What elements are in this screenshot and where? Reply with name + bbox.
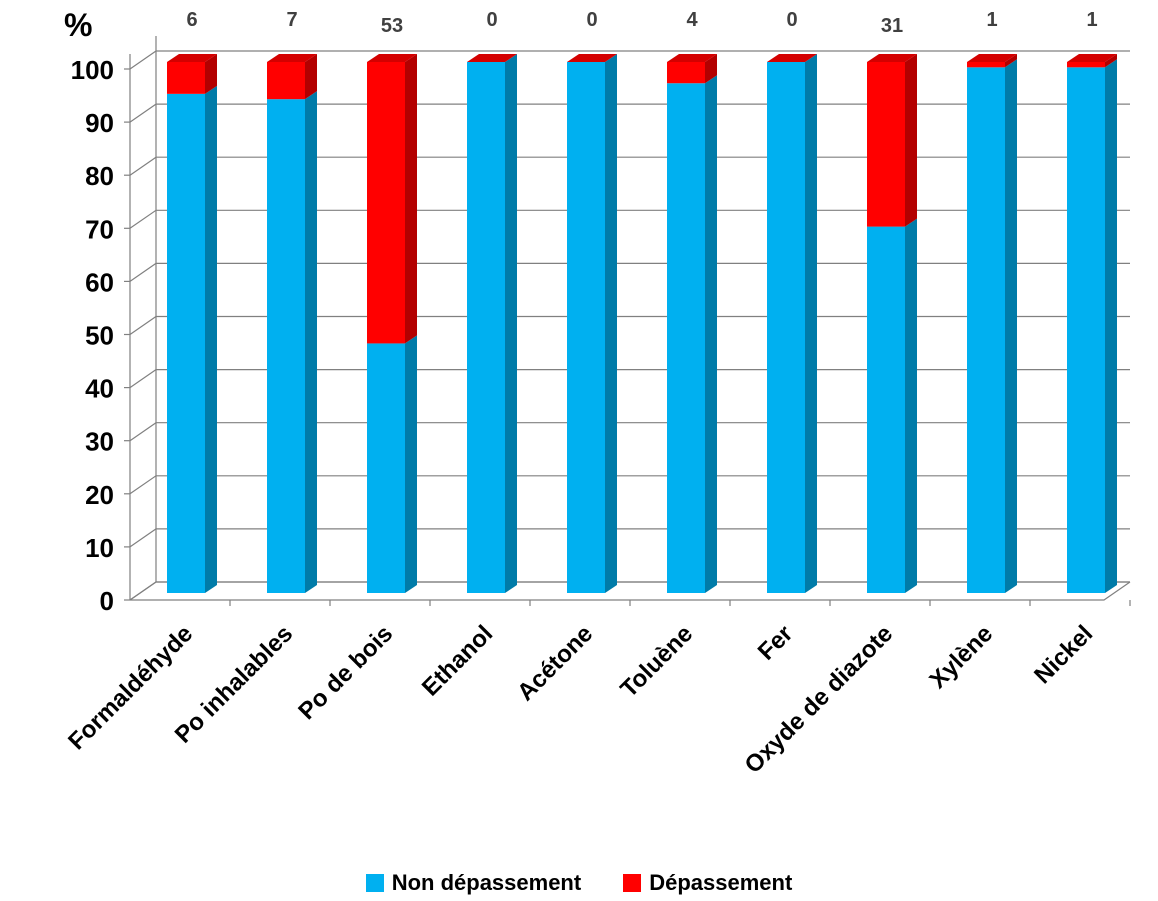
- bar-group: [567, 54, 617, 593]
- bar-group: [767, 54, 817, 593]
- top-value-label: 4: [686, 9, 698, 31]
- bar-top-cap: [167, 54, 217, 62]
- bar-segment-side: [1105, 54, 1117, 68]
- bar-segment-front: [967, 62, 1005, 68]
- bar-segment-front: [567, 62, 605, 593]
- bar-group: [167, 54, 217, 594]
- y-tick-label: 50: [85, 321, 114, 351]
- bar-segment-front: [967, 67, 1005, 593]
- x-tick-label: Po de bois: [293, 620, 398, 725]
- legend-item-depassement: Dépassement: [623, 870, 792, 896]
- bar-top-cap: [867, 54, 917, 62]
- legend-swatch-depassement: [623, 874, 642, 892]
- bar-segment-side: [1005, 54, 1017, 68]
- bar-group: [867, 54, 917, 594]
- bar-segment-side: [405, 54, 417, 344]
- bar-top-cap: [367, 54, 417, 62]
- top-labels: 6 7 53 0 0 4 0 31 1 1: [186, 9, 1097, 37]
- top-value-label: 0: [586, 9, 597, 31]
- bar-group: [267, 54, 317, 594]
- top-value-label: 1: [1086, 9, 1097, 31]
- bars: [167, 54, 1117, 594]
- bar-top-cap: [967, 54, 1017, 62]
- top-value-label: 31: [881, 15, 903, 37]
- bar-segment-side: [905, 54, 917, 227]
- top-value-label: 1: [986, 9, 997, 31]
- x-tick-label: Acétone: [512, 620, 598, 706]
- y-tick-label: 90: [85, 108, 114, 138]
- x-tick-label: Nickel: [1029, 620, 1098, 689]
- bar-top-cap: [567, 54, 617, 62]
- bar-segment-front: [367, 62, 405, 344]
- y-tick-label: 10: [85, 533, 114, 563]
- top-value-label: 0: [486, 9, 497, 31]
- y-axis-ticks: 0 10 20 30 40 50 60 70 80 90 100: [71, 55, 114, 616]
- y-tick-label: 80: [85, 161, 114, 191]
- bar-segment-side: [205, 54, 217, 94]
- bar-segment-front: [167, 93, 205, 594]
- bar-segment-front: [467, 62, 505, 593]
- y-tick-label: 0: [100, 586, 114, 616]
- bar-segment-side: [1005, 59, 1017, 594]
- bar-segment-side: [705, 75, 717, 594]
- x-tick-label: Xylène: [924, 620, 998, 694]
- y-tick-label: 40: [85, 374, 114, 404]
- y-axis-unit-label: %: [64, 7, 92, 43]
- bar-segment-front: [767, 62, 805, 593]
- bar-group: [967, 54, 1017, 594]
- y-tick-label: 20: [85, 480, 114, 510]
- bar-segment-side: [805, 54, 817, 593]
- y-tick-label: 100: [71, 55, 114, 85]
- top-value-label: 6: [186, 9, 197, 31]
- bar-segment-front: [667, 62, 705, 84]
- bar-segment-side: [305, 54, 317, 100]
- bar-segment-side: [905, 218, 917, 594]
- bar-segment-side: [705, 54, 717, 84]
- legend: Non dépassement Dépassement: [0, 870, 1158, 896]
- bar-group: [467, 54, 517, 593]
- bar-top-cap: [467, 54, 517, 62]
- bar-top-cap: [767, 54, 817, 62]
- bar-segment-front: [867, 226, 905, 594]
- bar-group: [667, 54, 717, 594]
- x-tick-label: Toluène: [615, 620, 698, 703]
- gridline: [129, 50, 1130, 70]
- y-tick-label: 60: [85, 267, 114, 297]
- bar-segment-side: [305, 91, 317, 594]
- legend-item-non-depassement: Non dépassement: [365, 870, 582, 896]
- y-tick-label: 30: [85, 427, 114, 457]
- bar-segment-front: [667, 83, 705, 594]
- top-value-label: 0: [786, 9, 797, 31]
- bar-top-cap: [1067, 54, 1117, 62]
- bar-segment-front: [1067, 67, 1105, 593]
- x-tick-label: Ethanol: [417, 620, 498, 701]
- x-tick-label: Fer: [753, 620, 799, 666]
- bar-segment-front: [167, 62, 205, 94]
- legend-swatch-non-depassement: [365, 874, 384, 892]
- bar-segment-side: [1105, 59, 1117, 594]
- bar-segment-front: [867, 62, 905, 227]
- bar-top-cap: [667, 54, 717, 62]
- bar-segment-front: [267, 62, 305, 100]
- bar-group: [1067, 54, 1117, 594]
- y-tick-label: 70: [85, 214, 114, 244]
- bar-segment-front: [267, 99, 305, 594]
- bar-segment-side: [605, 54, 617, 593]
- floor-front-edge: [130, 581, 1131, 601]
- top-value-label: 7: [286, 9, 297, 31]
- bar-segment-front: [1067, 62, 1105, 68]
- bar-group: [367, 54, 417, 593]
- legend-label-depassement: Dépassement: [649, 870, 793, 895]
- bar-segment-side: [405, 335, 417, 593]
- bar-top-cap: [267, 54, 317, 62]
- bar-segment-side: [505, 54, 517, 593]
- top-value-label: 53: [381, 15, 403, 37]
- legend-label-non-depassement: Non dépassement: [391, 870, 582, 895]
- bar-segment-side: [205, 85, 217, 594]
- bar-segment-front: [367, 343, 405, 593]
